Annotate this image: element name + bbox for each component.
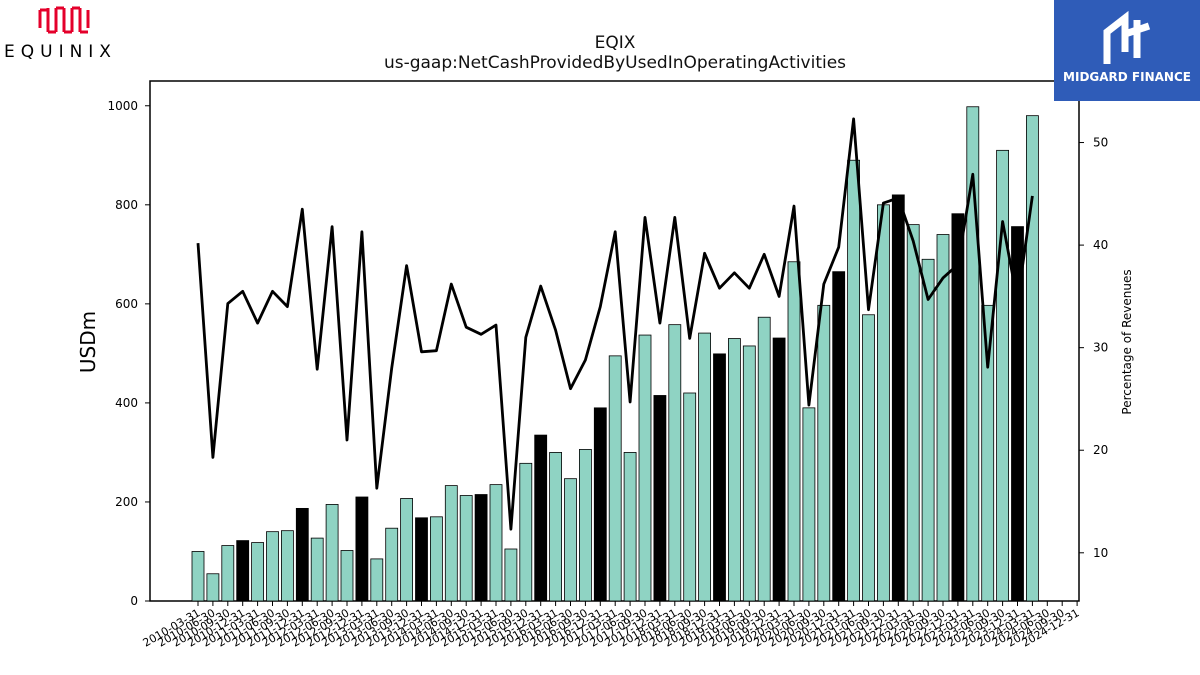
bar — [951, 213, 965, 602]
bar — [787, 261, 801, 602]
y2-tick-label: 40 — [1093, 238, 1108, 252]
y-tick-label: 400 — [115, 396, 138, 410]
bar — [444, 485, 458, 602]
equinix-logo-mark — [38, 6, 90, 34]
bar — [266, 531, 279, 602]
bar — [757, 316, 771, 602]
y2-tick-label: 30 — [1093, 341, 1108, 355]
y-axis-right: 10 20 30 40 50 — [1079, 136, 1108, 560]
bar — [534, 434, 548, 602]
bar — [504, 548, 518, 602]
bar — [429, 516, 443, 602]
x-axis: 2010-03-312010-06-302010-09-302010-12-31… — [141, 601, 1082, 650]
y2-tick-label: 50 — [1093, 136, 1108, 150]
bar — [906, 224, 920, 602]
bar — [623, 452, 637, 602]
y2-tick-label: 10 — [1093, 546, 1108, 560]
bar — [474, 494, 488, 602]
bar — [593, 407, 607, 602]
bar — [519, 462, 533, 602]
bar — [400, 498, 414, 602]
bar — [772, 337, 786, 602]
percentage-line — [196, 117, 1034, 531]
bar — [415, 517, 428, 602]
bar — [370, 558, 384, 602]
bar — [608, 355, 622, 602]
bar — [280, 530, 294, 602]
bar — [489, 484, 503, 602]
bar-series — [191, 106, 1039, 602]
midgard-logo-mark — [1103, 10, 1151, 64]
y-axis-left: 0 200 400 600 800 1000 — [107, 99, 150, 608]
chart-title: EQIX — [595, 33, 636, 53]
bar — [921, 258, 935, 602]
bar — [355, 496, 369, 602]
bar — [683, 392, 697, 602]
bar — [713, 353, 726, 602]
bar — [579, 449, 592, 602]
bar — [295, 507, 309, 602]
bar — [564, 478, 577, 602]
bar — [698, 332, 711, 602]
bar — [549, 452, 562, 602]
bar — [742, 345, 756, 602]
bar — [891, 194, 905, 602]
y-tick-label: 200 — [115, 495, 138, 509]
bar — [385, 527, 399, 602]
bar — [817, 304, 831, 602]
bar — [221, 545, 235, 602]
equinix-logo: EQUINIX — [0, 0, 130, 70]
y2-axis-label: Percentage of Revenues — [1120, 269, 1134, 414]
bar — [459, 495, 473, 602]
equinix-wordmark: EQUINIX — [4, 42, 117, 62]
bar — [832, 271, 846, 602]
y-axis-label: USDm — [76, 311, 100, 373]
bar — [802, 407, 816, 602]
bar — [1026, 115, 1039, 602]
bar — [340, 550, 354, 602]
bar — [236, 540, 250, 602]
bar — [310, 537, 324, 602]
bar — [728, 338, 741, 602]
bar — [996, 149, 1009, 602]
chart-subtitle: us-gaap:NetCashProvidedByUsedInOperating… — [384, 53, 846, 73]
bar — [653, 395, 667, 602]
bar — [936, 234, 950, 602]
bar — [325, 504, 339, 602]
bar — [668, 324, 682, 602]
y-tick-label: 800 — [115, 198, 138, 212]
y-tick-label: 1000 — [107, 99, 138, 113]
midgard-wordmark: MIDGARD FINANCE — [1063, 70, 1191, 84]
bar — [251, 542, 265, 602]
bar — [206, 573, 220, 602]
bar — [862, 314, 875, 602]
bar — [847, 159, 860, 602]
y2-tick-label: 20 — [1093, 443, 1108, 457]
y-tick-label: 600 — [115, 297, 138, 311]
bar — [638, 334, 652, 602]
y-tick-label: 0 — [130, 594, 138, 608]
midgard-finance-logo: MIDGARD FINANCE — [1054, 0, 1200, 101]
bar — [877, 204, 890, 602]
bar — [191, 551, 205, 602]
